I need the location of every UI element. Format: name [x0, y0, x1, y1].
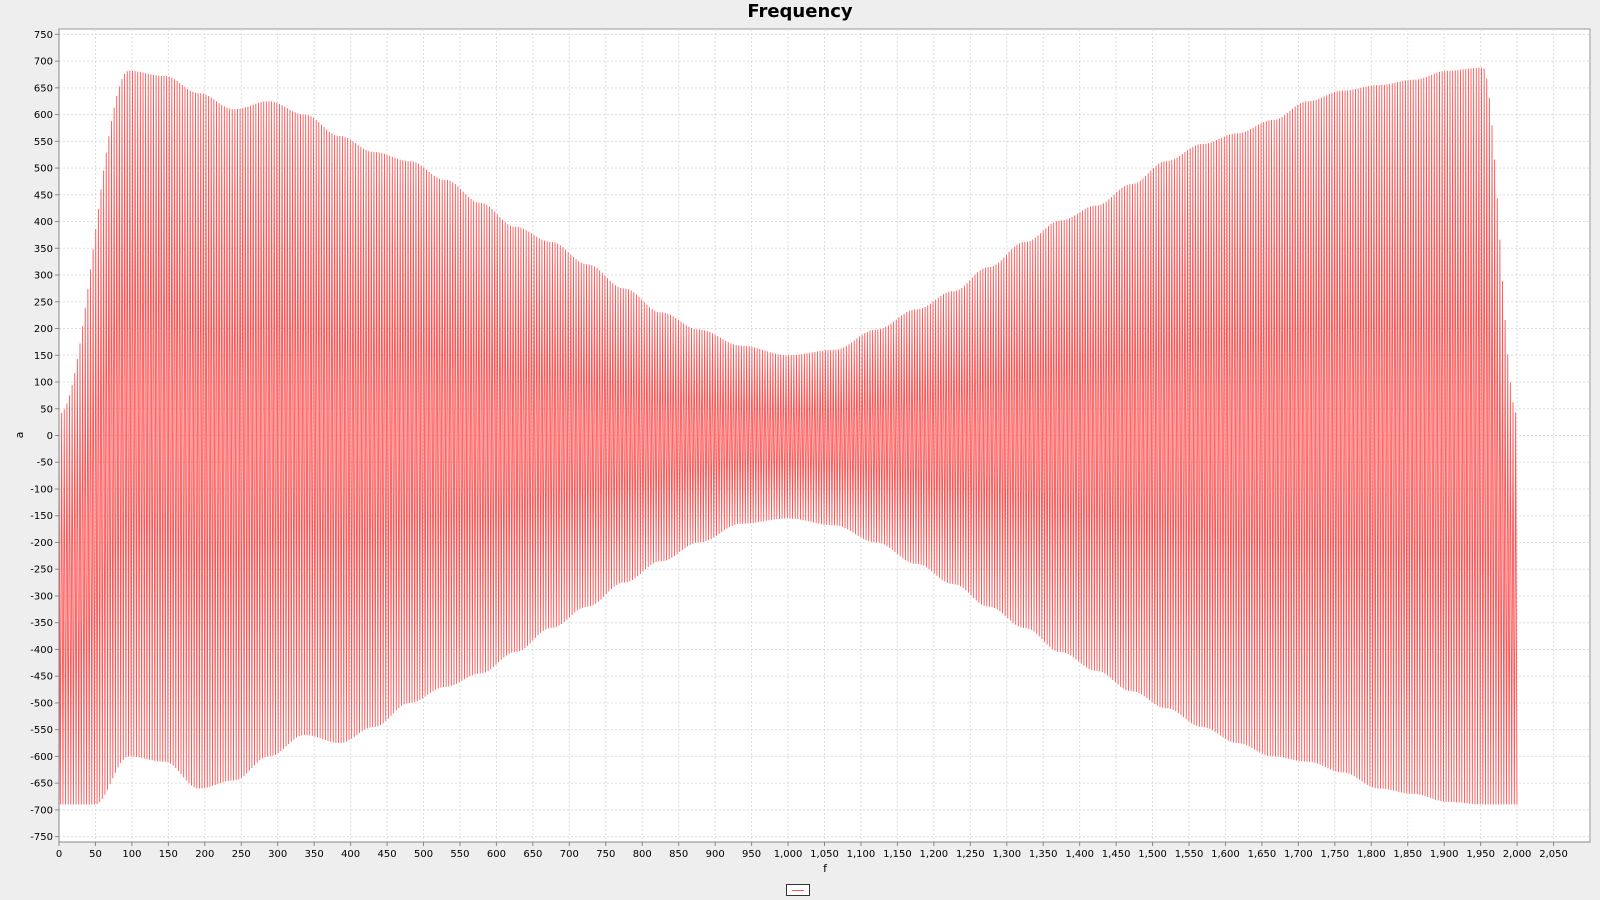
- x-tick-label: 500: [414, 849, 433, 860]
- series-layer: [58, 67, 1518, 805]
- x-axis-label: f: [823, 862, 828, 875]
- x-tick-label: 50: [89, 849, 102, 860]
- y-tick-label: -400: [30, 645, 53, 656]
- y-tick-label: 700: [34, 57, 53, 68]
- x-tick-label: 800: [633, 849, 652, 860]
- x-tick-label: 1,650: [1248, 849, 1277, 860]
- y-tick-label: 750: [34, 30, 53, 41]
- y-tick-label: -750: [30, 832, 53, 843]
- x-tick-label: 650: [523, 849, 542, 860]
- y-tick-label: 150: [34, 351, 53, 362]
- series-line-0: [58, 67, 1518, 805]
- x-tick-label: 2,000: [1503, 849, 1532, 860]
- x-tick-label: 1,850: [1393, 849, 1422, 860]
- x-tick-label: 1,500: [1138, 849, 1167, 860]
- x-tick-label: 1,050: [810, 849, 839, 860]
- x-tick-label: 550: [450, 849, 469, 860]
- x-tick-label: 250: [232, 849, 251, 860]
- x-tick-label: 1,750: [1321, 849, 1350, 860]
- axis-layer: 0 50 100 150 200 250 300 350 400 450 500 550 600 650 7…: [30, 29, 1590, 860]
- y-tick-label: -100: [30, 484, 53, 495]
- x-tick-label: 350: [305, 849, 324, 860]
- y-tick-label: -150: [30, 511, 53, 522]
- x-tick-label: 150: [159, 849, 178, 860]
- y-tick-label: 50: [40, 404, 53, 415]
- x-tick-label: 100: [122, 849, 141, 860]
- y-tick-label: 550: [34, 137, 53, 148]
- legend-series-swatch: [792, 890, 804, 891]
- y-tick-label: -500: [30, 698, 53, 709]
- x-tick-label: 1,200: [920, 849, 949, 860]
- x-tick-label: 1,400: [1065, 849, 1094, 860]
- x-tick-label: 200: [195, 849, 214, 860]
- y-tick-label: 400: [34, 217, 53, 228]
- chart-title: Frequency: [747, 1, 853, 22]
- y-tick-label: 500: [34, 164, 53, 175]
- y-tick-label: -550: [30, 725, 53, 736]
- y-tick-label: -300: [30, 591, 53, 602]
- x-tick-label: 850: [669, 849, 688, 860]
- x-tick-label: 1,450: [1102, 849, 1131, 860]
- y-tick-label: 200: [34, 324, 53, 335]
- x-tick-label: 1,150: [883, 849, 912, 860]
- grid-layer: [58, 29, 1590, 842]
- x-tick-label: 300: [268, 849, 287, 860]
- x-tick-label: 1,250: [956, 849, 985, 860]
- x-tick-label: 900: [706, 849, 725, 860]
- y-tick-label: -600: [30, 752, 53, 763]
- x-tick-label: 1,550: [1175, 849, 1204, 860]
- x-tick-label: 0: [56, 849, 62, 860]
- x-tick-label: 600: [487, 849, 506, 860]
- y-tick-label: -200: [30, 538, 53, 549]
- y-tick-label: 0: [47, 431, 53, 442]
- y-tick-label: -700: [30, 805, 53, 816]
- x-tick-label: 1,600: [1211, 849, 1240, 860]
- x-tick-label: 2,050: [1539, 849, 1568, 860]
- x-tick-label: 1,800: [1357, 849, 1386, 860]
- x-tick-label: 700: [560, 849, 579, 860]
- y-tick-label: 250: [34, 297, 53, 308]
- y-tick-label: 300: [34, 271, 53, 282]
- x-tick-label: 1,350: [1029, 849, 1058, 860]
- x-tick-label: 1,900: [1430, 849, 1459, 860]
- y-axis-label: a: [13, 432, 26, 439]
- y-tick-label: -50: [37, 458, 53, 469]
- x-tick-label: 1,300: [992, 849, 1021, 860]
- x-tick-label: 950: [742, 849, 761, 860]
- x-tick-label: 450: [378, 849, 397, 860]
- y-tick-label: 350: [34, 244, 53, 255]
- x-tick-label: 400: [341, 849, 360, 860]
- x-tick-label: 750: [596, 849, 615, 860]
- y-tick-label: 100: [34, 378, 53, 389]
- y-tick-label: 650: [34, 83, 53, 94]
- y-tick-label: -650: [30, 779, 53, 790]
- y-tick-label: 450: [34, 190, 53, 201]
- x-tick-label: 1,100: [847, 849, 876, 860]
- y-tick-label: -250: [30, 565, 53, 576]
- y-tick-label: -350: [30, 618, 53, 629]
- y-tick-label: 600: [34, 110, 53, 121]
- y-tick-label: -450: [30, 672, 53, 683]
- x-tick-label: 1,950: [1466, 849, 1495, 860]
- x-tick-label: 1,700: [1284, 849, 1313, 860]
- legend: [786, 884, 810, 896]
- x-tick-label: 1,000: [774, 849, 803, 860]
